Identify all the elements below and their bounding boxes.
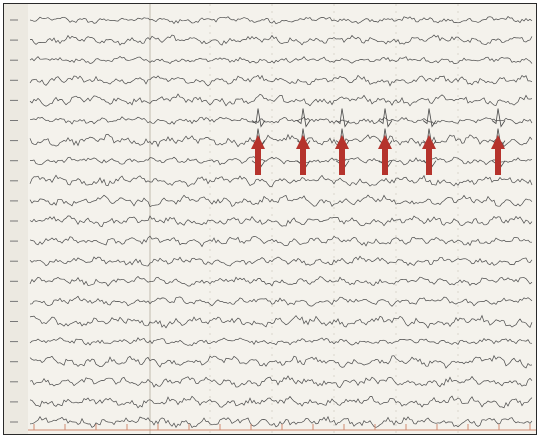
time-gridlines: [149, 4, 459, 434]
channel-trace: [29, 174, 533, 188]
channel-trace: [29, 395, 533, 409]
channel-trace: [29, 56, 533, 64]
arrow-up-icon: [378, 135, 392, 175]
spike-wave: [491, 108, 506, 128]
channel-trace: [29, 276, 533, 287]
arrow-up-icon: [251, 135, 265, 175]
channel-trace: [29, 156, 533, 166]
timeline-ticks: [28, 424, 536, 431]
eeg-recording-figure: [3, 3, 537, 435]
channel-trace: [29, 295, 533, 307]
spike-wave: [422, 108, 437, 128]
channel-trace: [29, 235, 533, 248]
channel-trace: [29, 255, 533, 267]
channel-trace: [29, 194, 533, 208]
channel-trace: [29, 116, 533, 125]
channel-trace: [29, 337, 533, 347]
spike-wave: [296, 108, 311, 128]
channel-trace: [29, 133, 533, 148]
channel-trace: [29, 215, 533, 228]
channel-trace: [29, 34, 533, 46]
channel-trace: [29, 375, 533, 389]
spike-markers: [251, 135, 505, 175]
channel-trace: [29, 415, 533, 429]
channel-trace: [29, 354, 533, 369]
spike-wave: [378, 108, 393, 128]
channel-trace: [29, 314, 533, 329]
eeg-tracing: [4, 4, 536, 434]
channel-trace: [29, 15, 533, 25]
arrow-up-icon: [422, 135, 436, 175]
channel-trace: [29, 93, 533, 107]
channel-trace: [29, 74, 533, 87]
eeg-channel-traces: [10, 15, 533, 429]
arrow-up-icon: [296, 135, 310, 175]
spike-wave: [335, 108, 350, 128]
left-margin-strip: [4, 4, 28, 434]
arrow-up-icon: [335, 135, 349, 175]
arrow-up-icon: [491, 135, 505, 175]
spike-wave: [251, 108, 266, 128]
